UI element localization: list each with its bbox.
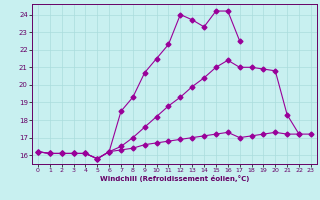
X-axis label: Windchill (Refroidissement éolien,°C): Windchill (Refroidissement éolien,°C) [100, 175, 249, 182]
